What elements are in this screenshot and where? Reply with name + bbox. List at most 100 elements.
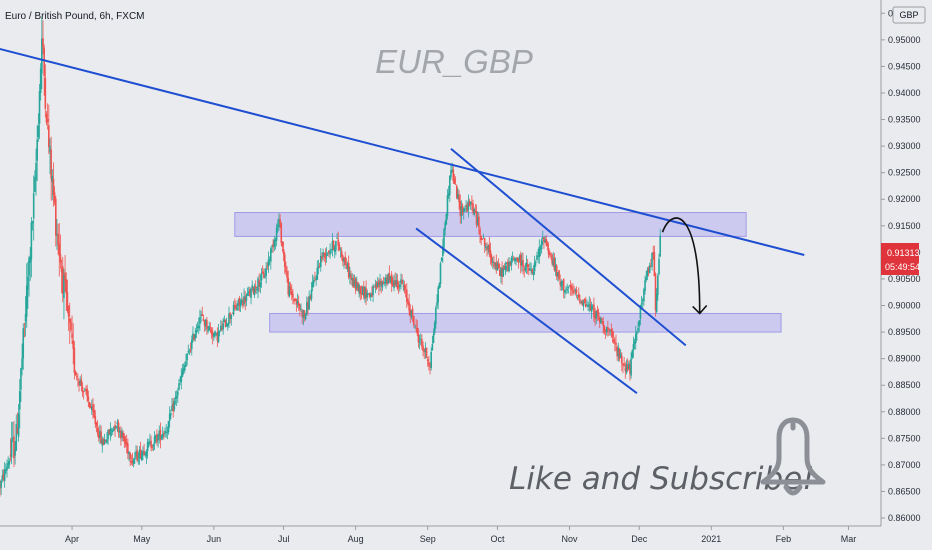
candle-body (351, 278, 353, 281)
candle-body (225, 323, 228, 327)
candle-body (550, 252, 552, 255)
candle-body (622, 363, 624, 366)
candle-body (296, 300, 299, 305)
support-zone[interactable] (269, 312, 782, 333)
price-tick-label: 0.92500 (888, 168, 921, 178)
candle-body (68, 318, 71, 323)
candle-body (353, 280, 356, 286)
currency-button[interactable]: GBP (892, 6, 926, 24)
resistance-zone[interactable] (234, 212, 747, 237)
candle-body (254, 285, 257, 289)
candle-body (193, 334, 195, 340)
candle-body (389, 276, 392, 283)
candle-body (450, 170, 452, 177)
candle-body (74, 371, 77, 376)
forecast-arrow[interactable] (661, 217, 708, 315)
candle-body (623, 363, 625, 366)
candle-body (619, 353, 622, 358)
candle-body (208, 326, 211, 330)
candle-body (627, 363, 630, 369)
candle-body (395, 280, 398, 285)
candle-body (598, 317, 601, 323)
candle-body (426, 359, 429, 362)
candle-body (637, 327, 639, 331)
candle-body (558, 270, 560, 280)
candle-body (213, 333, 215, 337)
candle-body (25, 285, 28, 317)
candle-body (455, 185, 458, 199)
candle-body (609, 330, 611, 332)
candle-body (304, 313, 307, 320)
candle-body (128, 451, 130, 455)
candle-body (221, 327, 223, 330)
candle-body (412, 315, 415, 325)
candle-body (178, 383, 180, 390)
candle-body (31, 220, 34, 224)
candle-body (460, 206, 463, 216)
candle-body (439, 263, 442, 285)
candle-body (374, 284, 377, 286)
candle-body (207, 329, 209, 332)
candle-body (251, 285, 254, 288)
candle-body (109, 428, 112, 436)
candle-body (228, 313, 230, 324)
candle-body (469, 201, 472, 205)
wedge-lower-trendline[interactable] (415, 227, 638, 394)
candle-body (214, 330, 216, 336)
candle-body (210, 329, 213, 334)
candle-body (424, 348, 427, 353)
candle-body (331, 240, 334, 251)
wedge-upper-trendline[interactable] (450, 148, 687, 347)
candle-body (653, 252, 656, 276)
candle-body (393, 280, 395, 289)
candle-body (244, 297, 247, 303)
candle-body (310, 289, 313, 300)
candle-body (180, 375, 183, 382)
candle-body (452, 169, 455, 181)
candle-body (512, 258, 515, 260)
candle-body (430, 351, 433, 368)
candle-body (580, 302, 582, 304)
candle-body (648, 265, 651, 274)
candle-body (458, 195, 460, 203)
candle-body (256, 289, 258, 291)
candle-body (573, 291, 575, 293)
candle-body (371, 293, 373, 297)
candle-body (103, 439, 106, 445)
candle-body (58, 243, 61, 256)
candle-body (516, 257, 519, 260)
candle-body (538, 246, 541, 258)
candle-body (650, 266, 652, 267)
candle-body (206, 320, 208, 330)
time-axis[interactable]: Apr May Jun Jul Aug Sep Oct Nov Dec 2021 Feb Mar (0, 525, 881, 544)
candle-body (200, 314, 202, 316)
candle-body (495, 262, 498, 270)
candle-body (618, 349, 621, 360)
candle-body (467, 200, 470, 210)
candle-body (282, 249, 285, 255)
candle-body (188, 351, 191, 353)
candle-body (587, 304, 589, 308)
candle-body (602, 321, 605, 326)
candle-body (229, 312, 231, 318)
candle-body (530, 269, 532, 271)
time-tick-label: Nov (562, 534, 579, 544)
candle-body (629, 364, 631, 374)
candle-body (89, 405, 92, 409)
candle-body (232, 305, 235, 315)
candle-body (531, 269, 534, 273)
candle-body (559, 281, 562, 285)
candle-body (388, 273, 391, 281)
candle-body (199, 317, 201, 325)
candle-body (2, 474, 5, 480)
candle-body (554, 264, 557, 271)
price-tick-label: 0.93500 (888, 115, 921, 125)
candle-body (603, 325, 606, 332)
candle-body (464, 208, 466, 209)
candle-body (608, 328, 610, 331)
price-tick-label: 0.87500 (888, 433, 921, 443)
candle-body (224, 319, 227, 327)
candle-body (459, 201, 462, 216)
